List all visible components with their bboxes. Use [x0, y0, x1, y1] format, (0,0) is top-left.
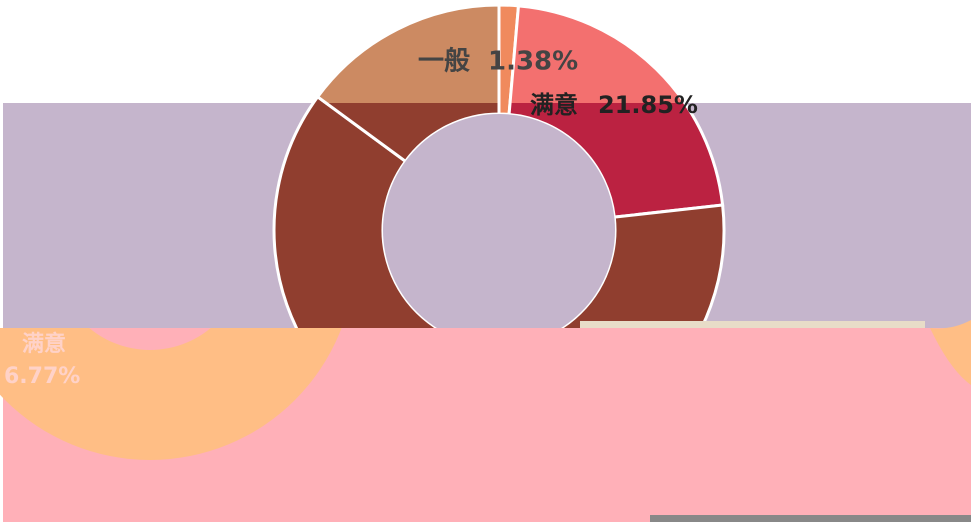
segment [0, 328, 342, 460]
segment [497, 3, 521, 103]
label-value: 1.38% [488, 47, 578, 77]
label-value: 21.85% [598, 91, 698, 119]
donut-upper [311, 3, 687, 103]
label-name: 满意 [22, 331, 66, 357]
segment [508, 4, 687, 103]
arc-fragment [930, 320, 971, 385]
label-value: 6.77% [4, 364, 80, 389]
label-name: 满意 [530, 91, 578, 119]
bottom-bar [650, 515, 971, 522]
label-name: 一般 [418, 47, 470, 77]
labels: 一般 1.38% 满意 21.85% 满意 6.77% [4, 47, 698, 390]
segment [315, 3, 501, 103]
strip [580, 321, 925, 328]
donut-hole [383, 114, 615, 346]
segment [272, 103, 726, 328]
donut-lower [0, 328, 342, 460]
